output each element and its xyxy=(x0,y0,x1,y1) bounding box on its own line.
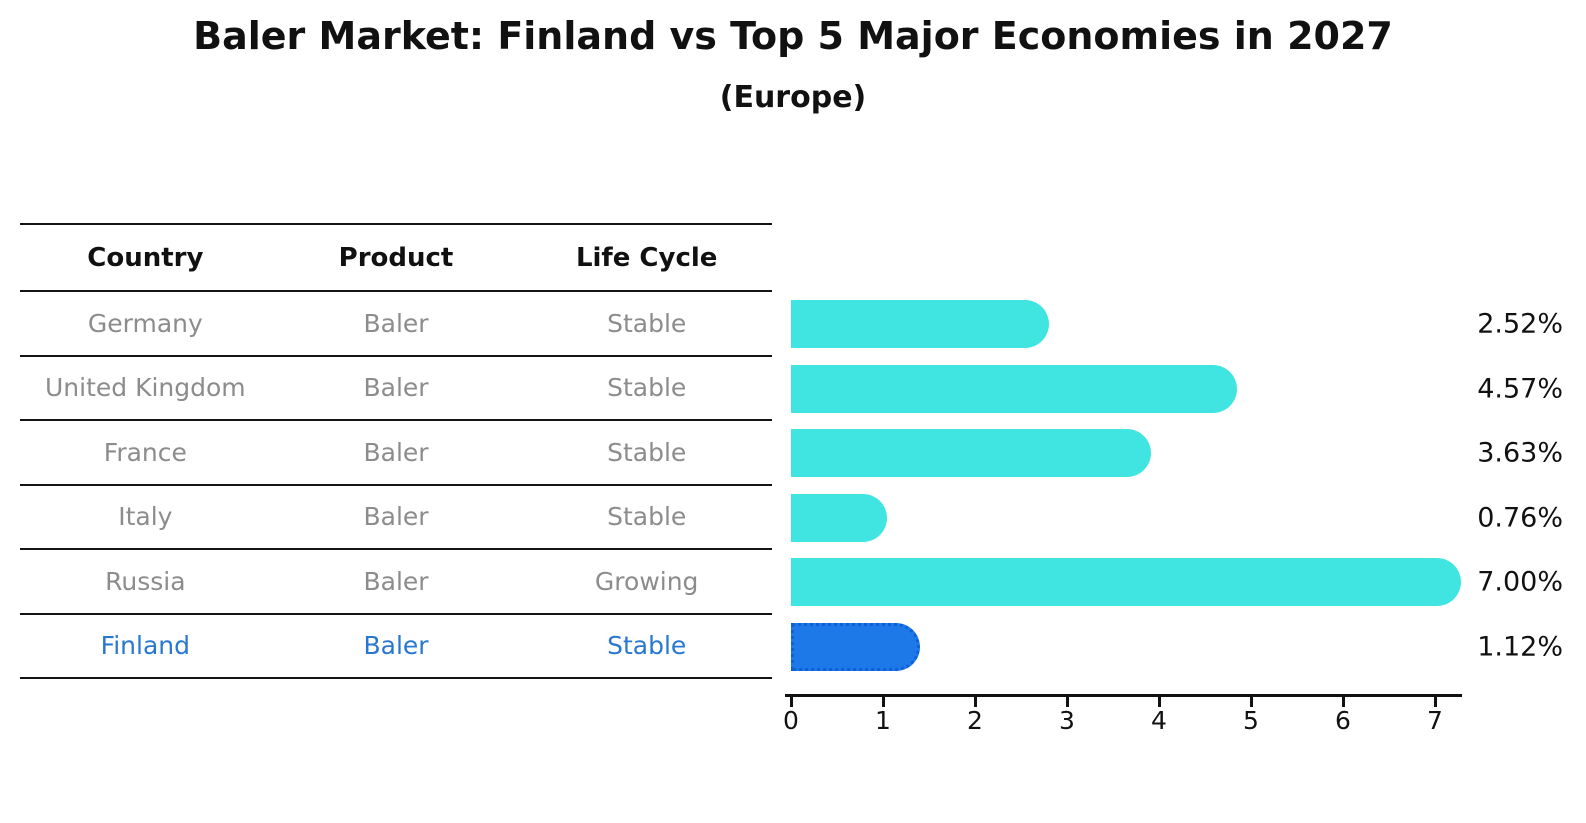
bar xyxy=(791,364,1238,413)
x-axis-tick-label: 3 xyxy=(1059,706,1075,735)
table-row: Finland Baler Stable xyxy=(20,615,772,679)
product-cell: Baler xyxy=(363,373,429,403)
bar xyxy=(791,429,1151,478)
country-table: Country Product Life Cycle Germany Baler S… xyxy=(20,223,772,679)
life-cycle-cell: Stable xyxy=(607,437,687,467)
x-axis-tick xyxy=(1433,697,1437,707)
header-country: Country xyxy=(87,242,204,273)
x-axis-tick xyxy=(881,697,885,707)
value-label: 4.57% xyxy=(1477,373,1563,405)
x-axis-tick-label: 0 xyxy=(783,706,799,735)
product-cell: Baler xyxy=(363,308,429,338)
product-cell: Baler xyxy=(363,566,429,596)
x-axis-tick-label: 7 xyxy=(1427,706,1443,735)
country-cell: Finland xyxy=(100,631,190,661)
value-label: 7.00% xyxy=(1477,566,1563,598)
country-cell: Italy xyxy=(118,502,173,532)
x-axis-line xyxy=(785,694,1462,697)
table-row: United Kingdom Baler Stable xyxy=(20,357,772,421)
table-row: Russia Baler Growing xyxy=(20,550,772,615)
product-cell: Baler xyxy=(363,631,429,661)
x-axis-tick xyxy=(1157,697,1161,707)
x-axis-tick-label: 1 xyxy=(875,706,891,735)
table-body: Germany Baler Stable United Kingdom Baler Sta… xyxy=(20,292,772,679)
table-row: France Baler Stable xyxy=(20,421,772,486)
life-cycle-cell: Stable xyxy=(607,373,687,403)
x-axis-tick xyxy=(1341,697,1345,707)
life-cycle-cell: Growing xyxy=(594,566,699,596)
x-axis-tick-label: 6 xyxy=(1335,706,1351,735)
bar xyxy=(791,558,1461,607)
x-axis-tick xyxy=(789,697,793,707)
x-axis-tick xyxy=(1065,697,1069,707)
x-axis-tick-label: 5 xyxy=(1243,706,1259,735)
x-axis-tick-label: 2 xyxy=(967,706,983,735)
chart-subtitle: (Europe) xyxy=(719,80,867,115)
country-cell: Germany xyxy=(87,308,203,338)
country-cell: Russia xyxy=(105,566,186,596)
x-axis-tick xyxy=(1249,697,1253,707)
chart-title: Baler Market: Finland vs Top 5 Major Eco… xyxy=(193,14,1393,58)
life-cycle-cell: Stable xyxy=(607,308,687,338)
product-cell: Baler xyxy=(363,437,429,467)
header-product: Product xyxy=(338,242,454,273)
country-cell: France xyxy=(103,437,187,467)
product-cell: Baler xyxy=(363,502,429,532)
life-cycle-cell: Stable xyxy=(607,631,687,661)
bar xyxy=(791,493,887,542)
table-header-row: Country Product Life Cycle xyxy=(20,225,772,292)
x-axis-tick xyxy=(973,697,977,707)
value-label: 1.12% xyxy=(1477,631,1563,663)
header-life-cycle: Life Cycle xyxy=(575,242,718,273)
value-label: 2.52% xyxy=(1477,308,1563,340)
life-cycle-cell: Stable xyxy=(607,502,687,532)
value-label: 0.76% xyxy=(1477,502,1563,534)
country-cell: United Kingdom xyxy=(45,373,246,403)
highlight-bar xyxy=(791,622,921,671)
x-axis-tick-label: 4 xyxy=(1151,706,1167,735)
value-label: 3.63% xyxy=(1477,437,1563,469)
bar xyxy=(791,300,1049,349)
table-row: Germany Baler Stable xyxy=(20,292,772,357)
table-row: Italy Baler Stable xyxy=(20,486,772,550)
